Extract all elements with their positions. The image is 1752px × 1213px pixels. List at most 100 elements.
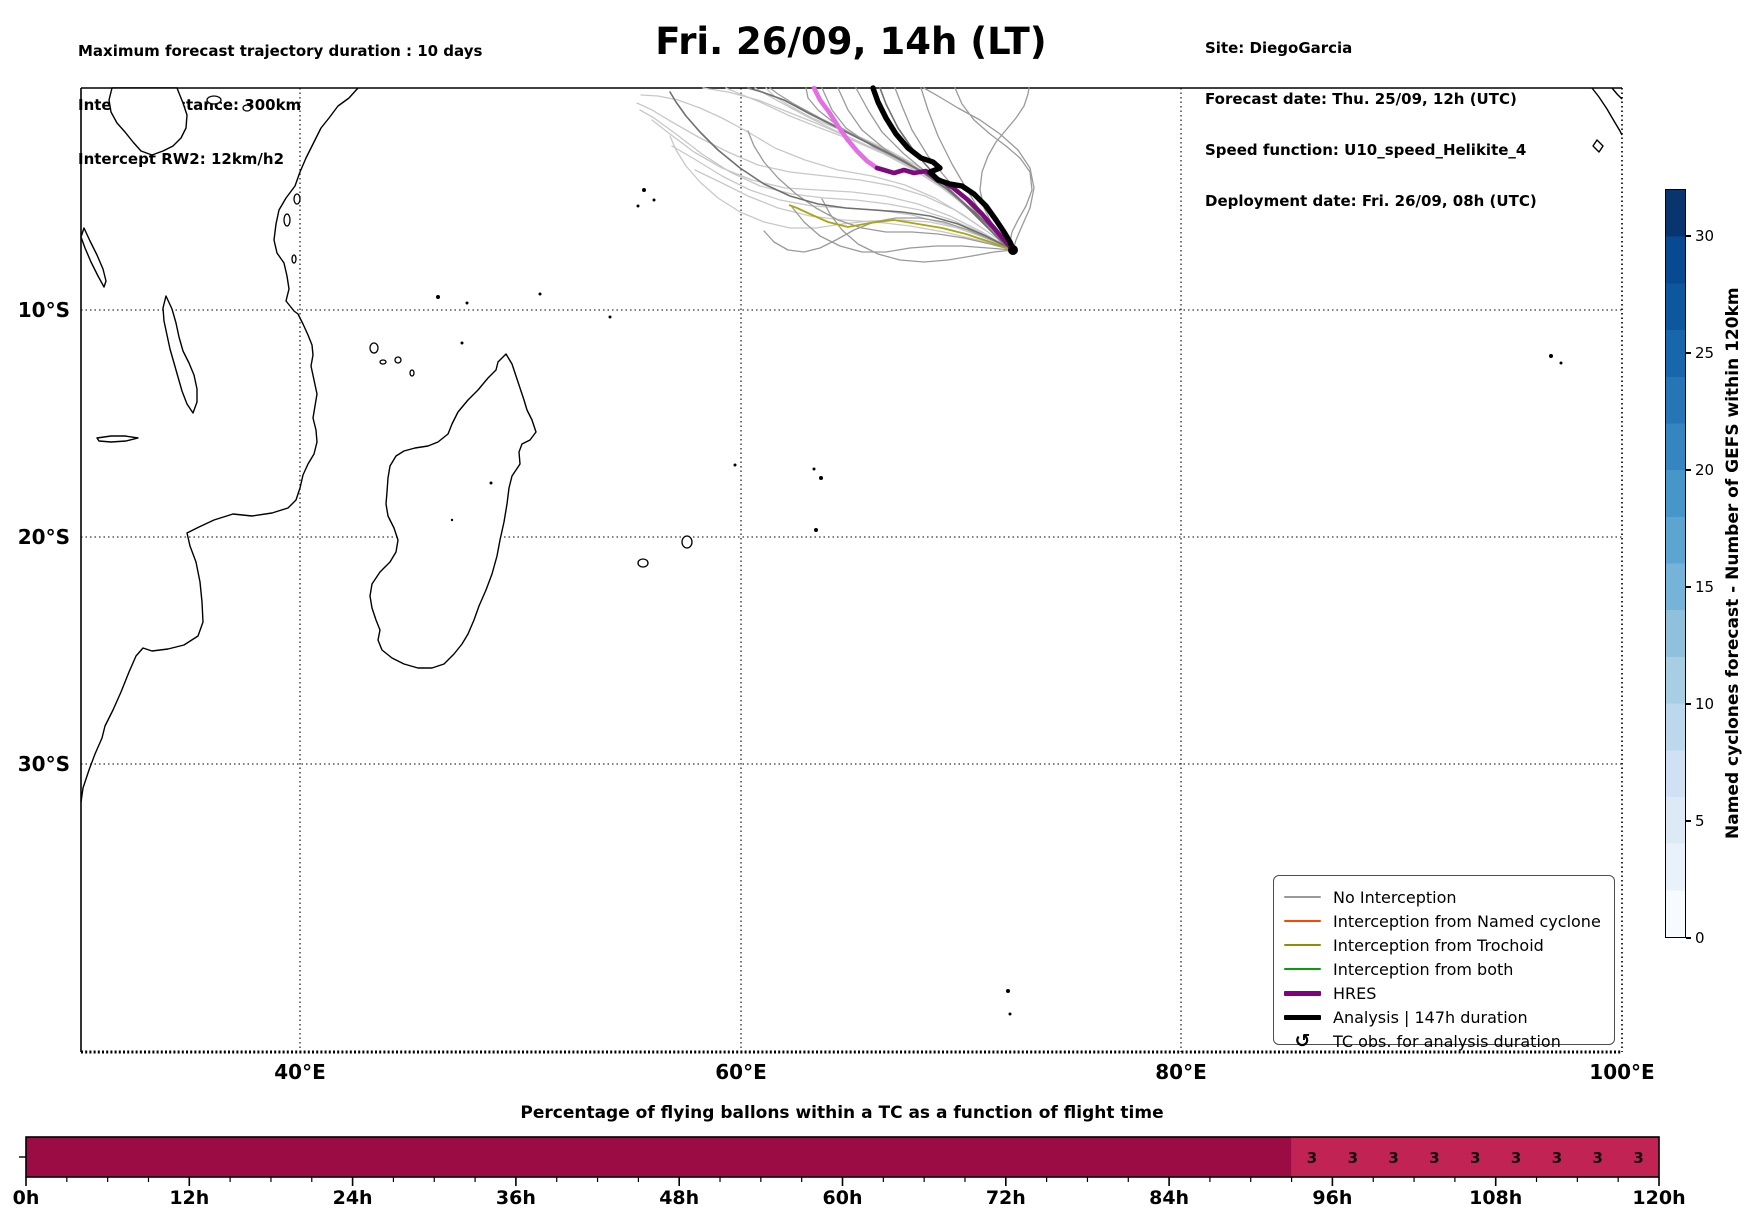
legend-line [1284,920,1321,922]
legend-item-label: No Interception [1333,887,1457,907]
trajectory-no-interception [923,87,1035,251]
islet-dot [819,476,823,480]
forecast-date-text: Forecast date: Thu. 25/09, 12h (UTC) [1205,90,1517,108]
colorbar-label: Named cyclones forecast - Number of GEFS… [1723,287,1743,840]
deployment-date-text: Deployment date: Fri. 26/09, 08h (UTC) [1205,192,1537,210]
islet-dot [733,463,737,467]
islet-dot [1008,1012,1012,1016]
legend-item-label: Interception from Trochoid [1333,935,1544,955]
figure-title: Fri. 26/09, 14h (LT) [655,20,1047,63]
colorbar-tick [1686,937,1691,939]
colorbar [1665,189,1686,938]
bar-x-tick-label: 96h [1312,1187,1352,1209]
lat-tick-label: 10°S [17,298,70,322]
trajectory-no-interception [879,87,1014,251]
coastline-sumatra-islet [1592,139,1604,153]
bar-x-tick-label: 48h [659,1187,699,1209]
lat-tick-label: 20°S [17,525,70,549]
legend-item-label: Analysis | 147h duration [1333,1007,1528,1027]
trajectory-no-interception [669,135,1014,251]
colorbar-tick-label: 0 [1695,929,1705,947]
island [379,359,387,365]
islet-dot [465,301,469,305]
hres-track-upper [811,85,880,171]
colorbar-tick-label: 10 [1695,694,1715,713]
colorbar-tick-label: 25 [1695,343,1715,362]
lon-tick-label: 100°E [1589,1060,1655,1084]
lon-tick-label: 60°E [715,1060,767,1084]
legend-item: ↺ TC obs. for analysis duration [1284,1029,1606,1053]
trajectory-no-interception [636,102,1014,251]
colorbar-tick-label: 30 [1695,226,1715,245]
trajectory-no-interception [651,119,1014,251]
islet-dot [460,341,464,345]
tc-bin-count-label: 3 [1593,1149,1603,1167]
island [242,104,252,112]
islet-dot [436,295,440,299]
analysis-track [870,85,1016,252]
coastline-cahora-bassa [96,435,139,443]
legend-line-sample [1284,920,1321,922]
bar-x-tick-label: 36h [496,1187,536,1209]
trajectory-no-interception [671,145,1014,251]
legend-item-label: Interception from both [1333,959,1514,979]
max-duration-text: Maximum forecast trajectory duration : 1… [78,42,483,60]
coastline-lake-victoria [108,87,188,156]
intercept-rw2-text: Intercept RW2: 12km/h2 [78,150,285,168]
coastline-sumatra [1611,87,1623,100]
tc-bin-count-label: 3 [1511,1149,1521,1167]
map-legend: No Interception Interception from Named c… [1273,875,1615,1051]
legend-line [1284,896,1321,898]
percent-in-tc-bar-segment [26,1137,1292,1177]
island [291,254,297,264]
legend-item: HRES [1284,981,1606,1005]
islet-dot [812,467,816,471]
lat-tick-label: 30°S [17,752,70,776]
colorbar-tick [1686,469,1691,471]
tc-bin-count-label: 3 [1552,1149,1562,1167]
islet-dot [642,188,646,192]
islet-dot [1549,354,1553,358]
coastline-lake-tanganyika [80,227,107,288]
deployment-site-marker [1008,245,1018,255]
bar-x-tick-label: 0h [13,1187,40,1209]
site-info-block: Site: DiegoGarcia Forecast date: Thu. 25… [1205,6,1537,227]
islet-dot [538,292,542,296]
coastline-lake-malawi [162,295,198,414]
islet-dot [489,481,493,485]
trajectory-no-interception [763,217,1014,253]
legend-item-label: Interception from Named cyclone [1333,911,1601,931]
legend-line-sample [1284,944,1321,946]
islet-dot [1006,989,1010,993]
legend-line-sample [1284,1014,1321,1020]
lon-tick-label: 40°E [274,1060,326,1084]
legend-line [1284,968,1321,970]
legend-item: No Interception [1284,885,1606,909]
bar-x-tick-label: 120h [1632,1187,1685,1209]
coastline-madagascar [369,353,537,669]
islet-dot [1559,361,1563,365]
trajectory-trochoid-interception [788,204,1014,251]
island [409,369,415,377]
island [369,342,379,354]
coastline-sumatra [1591,87,1623,136]
island [293,193,301,205]
tc-bin-count-label: 3 [1429,1149,1439,1167]
legend-line-sample [1284,990,1321,996]
colorbar-tick [1686,352,1691,354]
legend-line [1284,944,1321,946]
trajectory-no-interception [639,109,1014,251]
legend-item: Analysis | 147h duration [1284,1005,1606,1029]
colorbar-tick [1686,820,1691,822]
islet-dot [652,198,656,202]
trajectory-no-interception [747,87,1014,251]
colorbar-tick-label: 5 [1695,811,1705,830]
bar-x-tick-label: 108h [1469,1187,1522,1209]
colorbar-tick [1686,235,1691,237]
cyclone-symbol-icon: ↺ [1294,1030,1311,1052]
coastline-africa [80,87,359,803]
colorbar-tick-label: 20 [1695,460,1715,479]
tc-bin-count-label: 3 [1348,1149,1358,1167]
tc-bin-count-label: 3 [1307,1149,1317,1167]
